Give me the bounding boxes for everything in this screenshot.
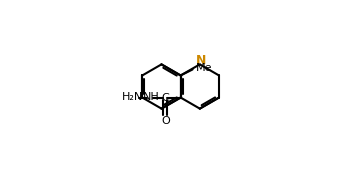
Text: N: N bbox=[196, 54, 206, 67]
Text: C: C bbox=[161, 93, 169, 103]
Text: NH: NH bbox=[142, 92, 159, 102]
Text: H₂N: H₂N bbox=[121, 92, 143, 102]
Text: O: O bbox=[161, 116, 170, 126]
Text: Me: Me bbox=[196, 63, 212, 73]
